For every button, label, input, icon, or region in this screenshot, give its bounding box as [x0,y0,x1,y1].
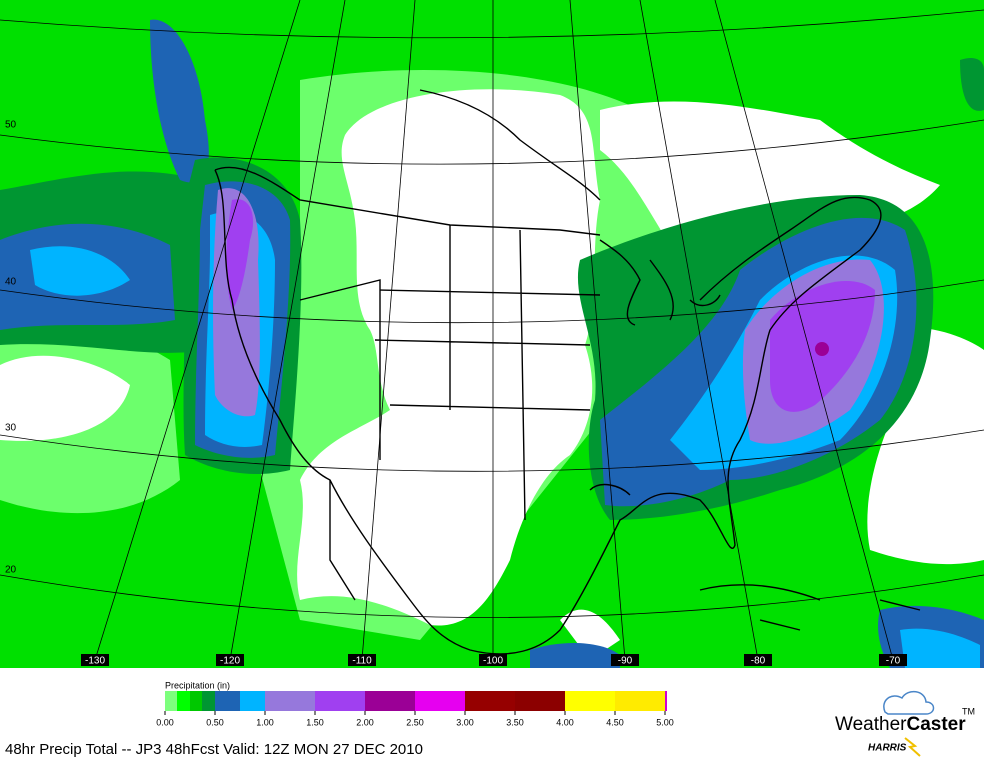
colorbar-tick-label: 0.00 [156,717,174,727]
logo-trademark: TM [962,706,975,716]
colorbar-segment [190,691,202,711]
latitude-label: 20 [5,565,17,576]
colorbar-segment [240,691,265,711]
colorbar-tick-label: 5.00 [656,717,674,727]
longitude-labels: -130 -120 -110 -100 -90 -80 -70 [81,654,907,667]
latitude-label: 30 [5,423,17,434]
latitude-labels: 50 40 30 20 [5,120,17,576]
longitude-label: -80 [751,656,766,667]
longitude-label-box [348,654,376,666]
colorbar-segment [165,691,177,711]
colorbar-segment [465,691,515,711]
longitude-label-box [479,654,507,666]
latitude-label: 50 [5,120,17,131]
colorbar-tick-label: 3.50 [506,717,524,727]
colorbar-segment [515,691,565,711]
longitude-label: -110 [352,656,372,667]
logo: WeatherCaster TM HARRIS [835,690,975,757]
colorbar-end [665,691,667,711]
longitude-label: -70 [886,656,901,667]
precip-shading [0,19,984,668]
longitude-label-box [611,654,639,666]
colorbar-segment [615,691,665,711]
logo-bolt [904,737,921,757]
colorbar: 0.00 0.50 1.00 1.50 2.00 2.50 3.00 3.50 4.00 4.50… [156,691,674,727]
longitude-label-box [81,654,109,666]
logo-cloud [883,690,935,715]
colorbar-segment [565,691,615,711]
longitude-label: -120 [220,656,240,667]
colorbar-tick-label: 1.50 [306,717,324,727]
colorbar-segment [215,691,240,711]
graticule [0,0,984,661]
logo-company: HARRIS [868,743,907,754]
longitude-label: -100 [483,656,503,667]
colorbar-tick-label: 2.50 [406,717,424,727]
colorbar-tick-label: 3.00 [456,717,474,727]
longitude-label: -130 [85,656,105,667]
colorbar-tick-label: 1.00 [256,717,274,727]
longitude-label: -90 [618,656,633,667]
colorbar-tick-label: 4.50 [606,717,624,727]
colorbar-tick-label: 0.50 [206,717,224,727]
colorbar-segment [202,691,215,711]
colorbar-tick-label: 2.00 [356,717,374,727]
coastlines [214,89,921,655]
logo-word: Weather [835,714,907,735]
logo-wordmark: WeatherCaster [835,714,966,735]
caption: 48hr Precip Total -- JP3 48hFcst Valid: … [5,741,423,758]
colorbar-segment [177,691,190,711]
longitude-label-box [744,654,772,666]
colorbar-segment [315,691,365,711]
legend-title: Precipitation (in) [165,680,230,690]
latitude-label: 40 [5,277,17,288]
colorbar-segment [265,691,315,711]
colorbar-segment [365,691,415,711]
logo-word-bold: Caster [906,714,966,735]
map [0,0,984,668]
longitude-label-box [216,654,244,666]
colorbar-tick-label: 4.00 [556,717,574,727]
longitude-label-box [879,654,907,666]
colorbar-segment [415,691,465,711]
